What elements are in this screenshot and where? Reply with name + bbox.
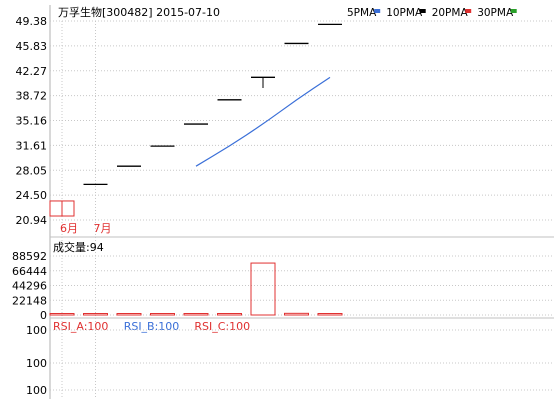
candle-0 — [49, 200, 75, 217]
ma-legend: 5PMA 10PMA 20PMA 30PMA — [347, 7, 517, 19]
ma-legend-swatch-3 — [510, 9, 517, 13]
rsi-tick-label-0: 100 — [26, 324, 47, 337]
volume-tick-label-3: 22148 — [12, 294, 47, 307]
ma-legend-label-0: 5PMA — [347, 7, 377, 19]
volume-tick-label-2: 44296 — [12, 280, 47, 293]
ma-legend-label-3: 30PMA — [477, 7, 514, 19]
rsi-label-0: RSI_A:100 — [53, 320, 108, 333]
candles — [49, 23, 342, 217]
rsi-label-2: RSI_C:100 — [194, 320, 250, 333]
volume-bar-3 — [150, 313, 175, 316]
chart-title: 万孚生物[300482] 2015-07-10 — [58, 5, 220, 19]
ma-legend-label-1: 10PMA — [386, 7, 423, 19]
ma-legend-swatch-2 — [465, 9, 472, 13]
ma-legend-swatch-1 — [419, 9, 426, 13]
rsi-y-axis: 100 100 100 — [26, 324, 47, 397]
volume-bar-2 — [116, 313, 142, 316]
volume-bar-6 — [250, 262, 276, 316]
price-tick-label-1: 45.83 — [16, 40, 48, 53]
rsi-label-1: RSI_B:100 — [124, 320, 180, 333]
month-label-0: 6月 — [60, 222, 78, 235]
volume-bar-7 — [284, 312, 309, 316]
ma-legend-label-2: 20PMA — [432, 7, 469, 19]
price-x-axis: 6月 7月 — [60, 21, 112, 399]
rsi-tick-label-2: 100 — [26, 384, 47, 397]
price-tick-label-3: 38.72 — [16, 90, 48, 103]
volume-bar-5 — [217, 313, 242, 316]
price-y-axis: 49.38 45.83 42.27 38.72 35.16 31.61 28.05 24.50… — [16, 15, 48, 227]
price-tick-label-2: 42.27 — [16, 65, 48, 78]
rsi-grid — [50, 329, 554, 391]
volume-tick-label-4: 0 — [40, 309, 47, 322]
volume-bar-0 — [49, 313, 75, 316]
price-tick-label-6: 28.05 — [16, 164, 48, 177]
volume-title: 成交量:94 — [53, 240, 104, 254]
month-label-1: 7月 — [94, 222, 112, 235]
volume-bar-1 — [83, 313, 108, 316]
rsi-labels: RSI_A:100 RSI_B:100 RSI_C:100 — [53, 320, 250, 333]
price-tick-label-7: 24.50 — [16, 189, 48, 202]
rsi-tick-label-1: 100 — [26, 357, 47, 370]
volume-grid — [50, 255, 554, 316]
volume-bar-8 — [317, 313, 343, 316]
price-tick-label-0: 49.38 — [16, 15, 48, 28]
volume-bar-4 — [183, 313, 209, 316]
price-tick-label-5: 31.61 — [16, 139, 48, 152]
price-tick-label-8: 20.94 — [16, 214, 48, 227]
volume-bars — [49, 262, 343, 316]
volume-tick-label-1: 66444 — [12, 265, 47, 278]
ma-legend-swatch-0 — [374, 9, 381, 13]
price-grid — [50, 20, 554, 221]
price-tick-label-4: 35.16 — [16, 115, 48, 128]
volume-tick-label-0: 88592 — [12, 250, 47, 263]
ma5-line — [195, 76, 331, 167]
